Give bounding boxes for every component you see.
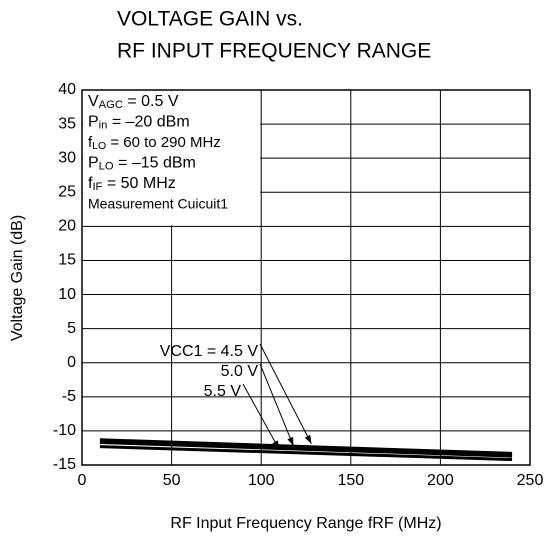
y-tick-label: 40 <box>58 81 76 98</box>
condition-part: IF <box>92 181 102 193</box>
arrow-line <box>259 343 312 444</box>
conditions-box <box>83 91 261 226</box>
arrow-head <box>272 440 280 450</box>
series-label: 5.0 V <box>221 363 259 380</box>
y-tick-label: 25 <box>58 183 76 200</box>
condition-part: in <box>99 119 108 131</box>
plot-frame <box>81 89 531 466</box>
chart-title: RF INPUT FREQUENCY RANGE <box>117 40 431 63</box>
series-label: VCC1 = 4.5 V <box>160 343 259 360</box>
condition-part: f <box>88 134 93 151</box>
condition-text: fIF = 50 MHz <box>88 175 176 193</box>
condition-part: = –20 dBm <box>107 114 189 131</box>
condition-part: LO <box>92 140 106 152</box>
x-tick-label: 250 <box>517 472 544 489</box>
y-axis-label: Voltage Gain (dB) <box>9 215 26 341</box>
condition-text: fLO = 60 to 290 MHz <box>88 134 221 152</box>
arrow-head <box>304 434 312 444</box>
y-tick-label: 10 <box>58 286 76 303</box>
y-tick-label: 30 <box>58 149 76 166</box>
condition-part: P <box>88 155 99 172</box>
y-tick-label: -15 <box>53 456 76 473</box>
arrow-line <box>259 363 294 447</box>
series-line <box>99 445 513 462</box>
x-tick-label: 100 <box>248 472 275 489</box>
y-tick-label: 15 <box>58 252 76 269</box>
condition-part: = –15 dBm <box>114 155 196 172</box>
x-tick-label: 150 <box>337 472 364 489</box>
y-tick-label: 5 <box>67 320 76 337</box>
condition-part: = 0.5 V <box>123 93 179 110</box>
condition-part: P <box>88 114 99 131</box>
y-tick-label: -5 <box>62 388 76 405</box>
y-tick-label: 35 <box>58 115 76 132</box>
condition-part: = 60 to 290 MHz <box>106 134 221 151</box>
condition-part: AGC <box>99 99 123 111</box>
x-tick-label: 200 <box>427 472 454 489</box>
y-tick-label: 0 <box>67 354 76 371</box>
series-line <box>99 441 513 458</box>
arrow-head <box>287 436 294 446</box>
condition-part: Measurement Cuicuit1 <box>88 195 228 211</box>
condition-text: PLO = –15 dBm <box>88 155 196 173</box>
condition-part: LO <box>99 160 114 172</box>
condition-part: = 50 MHz <box>102 175 175 192</box>
y-tick-label: 20 <box>58 218 76 235</box>
condition-text: Measurement Cuicuit1 <box>88 195 228 211</box>
y-tick-label: -10 <box>53 422 76 439</box>
x-tick-label: 0 <box>78 472 87 489</box>
series-line <box>99 438 513 455</box>
series-label: 5.5 V <box>204 383 242 400</box>
condition-text: VAGC = 0.5 V <box>88 93 179 111</box>
chart-title: VOLTAGE GAIN vs. <box>117 8 303 31</box>
condition-part: f <box>88 175 93 192</box>
x-tick-label: 50 <box>163 472 181 489</box>
x-axis-label: RF Input Frequency Range fRF (MHz) <box>170 515 441 532</box>
arrow-line <box>242 383 280 450</box>
condition-text: Pin = –20 dBm <box>88 114 190 132</box>
condition-part: V <box>88 93 99 110</box>
